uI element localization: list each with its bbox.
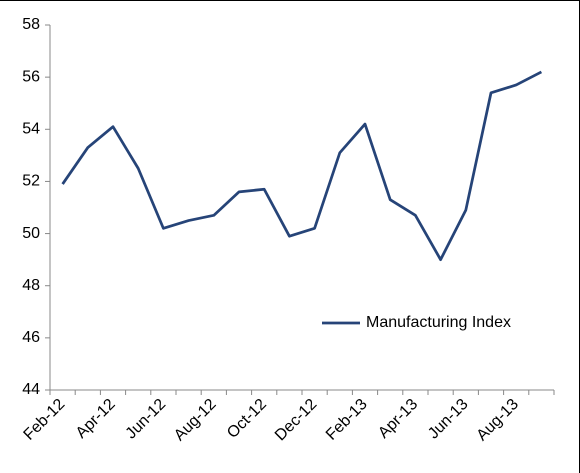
y-tick-label: 56 (22, 68, 40, 85)
x-tick-label: Feb-13 (323, 396, 371, 444)
y-tick-label: 50 (22, 225, 40, 242)
x-tick-label: Feb-12 (21, 396, 69, 444)
legend-label: Manufacturing Index (366, 314, 511, 331)
y-tick-label: 46 (22, 329, 40, 346)
x-tick-label: Jun-12 (123, 396, 170, 443)
y-tick-label: 54 (22, 121, 40, 138)
x-tick-label: Jun-13 (425, 396, 472, 443)
x-tick-label: Aug-13 (474, 396, 523, 445)
series-line (61, 70, 543, 262)
y-tick-label: 44 (22, 381, 40, 398)
y-tick-label: 58 (22, 16, 40, 33)
y-tick-label: 48 (22, 277, 40, 294)
x-tick-label: Apr-12 (73, 396, 119, 442)
x-tick-label: Aug-12 (171, 396, 220, 445)
x-tick-label: Dec-12 (272, 396, 321, 445)
x-tick-label: Apr-13 (375, 396, 421, 442)
x-tick-label: Oct-12 (224, 396, 270, 442)
y-tick-label: 52 (22, 173, 40, 190)
